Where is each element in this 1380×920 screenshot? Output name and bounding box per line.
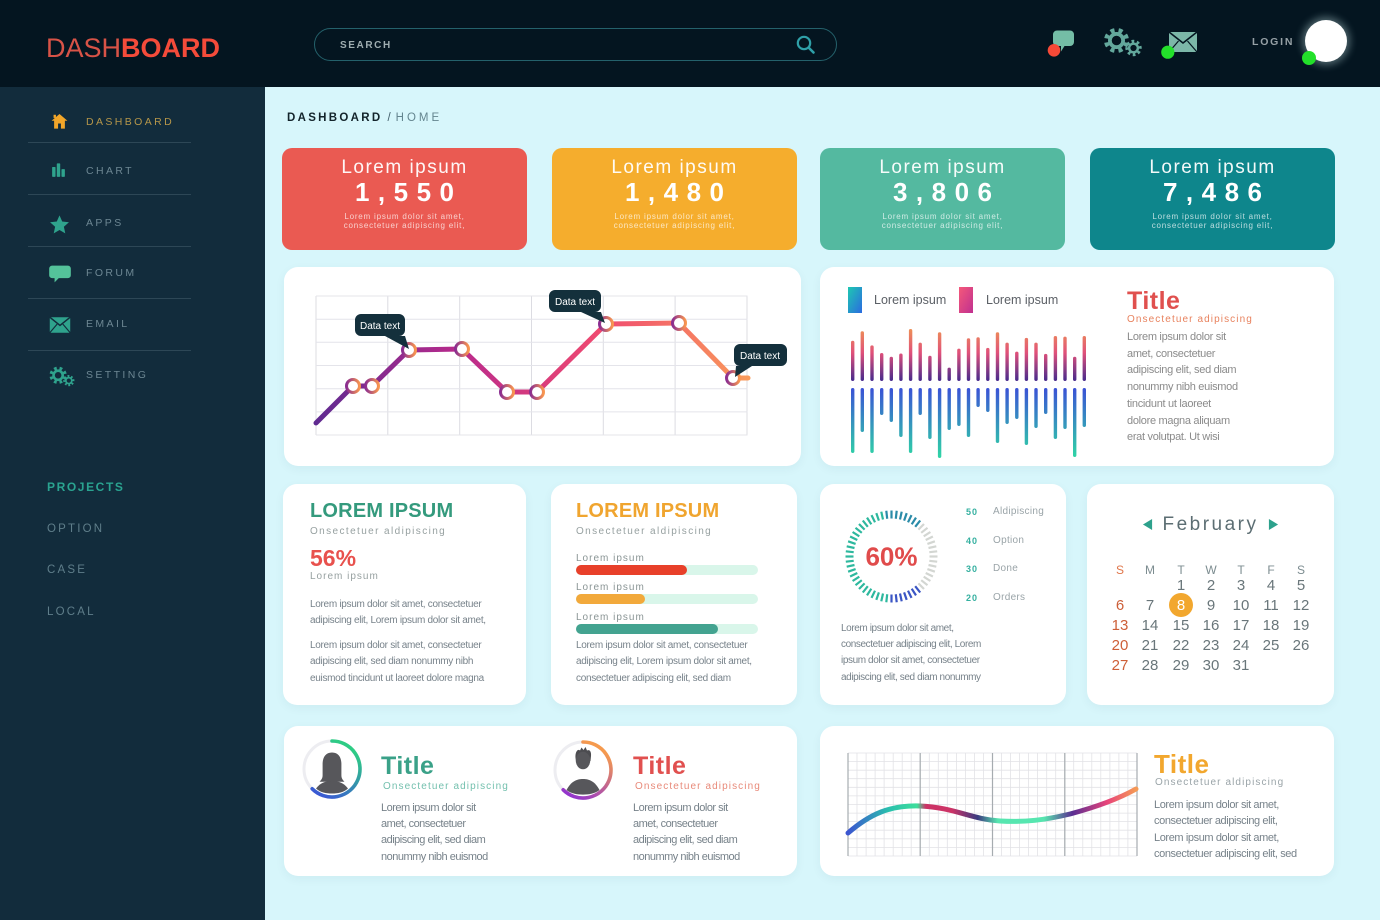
svg-text:Lorem ipsum: Lorem ipsum <box>986 293 1058 307</box>
svg-text:Data text: Data text <box>740 351 780 362</box>
svg-text:Data text: Data text <box>360 321 400 332</box>
svg-text:Data text: Data text <box>555 297 595 308</box>
svg-text:60%: 60% <box>865 542 917 572</box>
svg-text:Lorem ipsum: Lorem ipsum <box>874 293 946 307</box>
